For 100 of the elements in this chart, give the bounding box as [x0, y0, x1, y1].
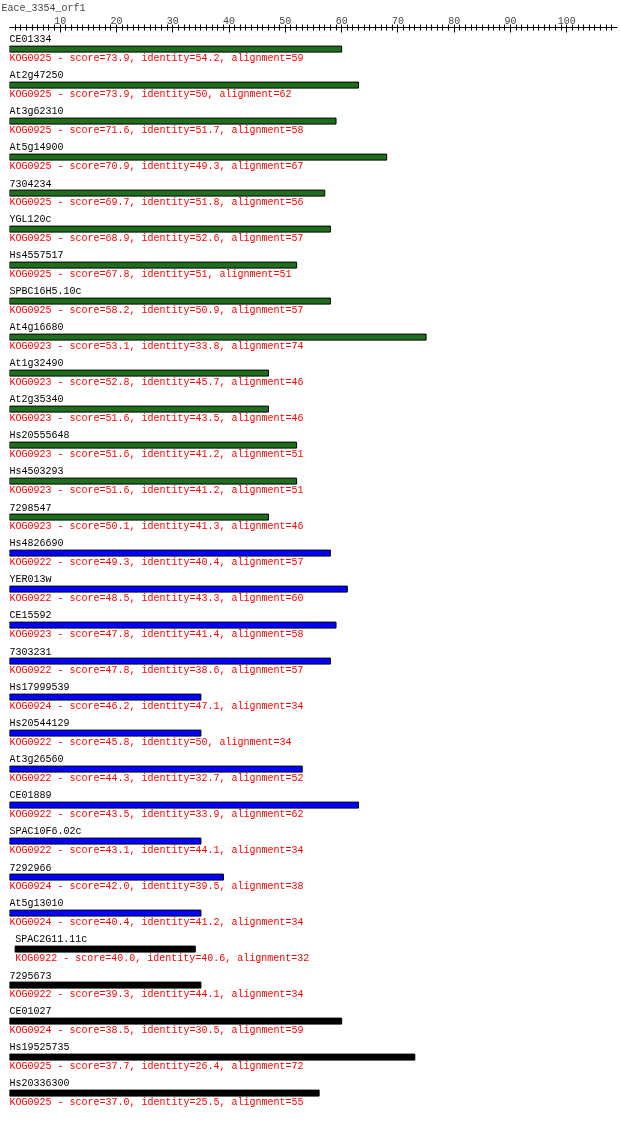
data-label: KOG0923 - score=51.6, identity=41.2, alignment=51: [9, 448, 304, 460]
x-tick-label: 80: [448, 15, 461, 27]
x-tick-label: 20: [110, 15, 123, 27]
data-label: KOG0922 - score=47.8, identity=38.6, alignment=57: [9, 664, 304, 676]
y-tick-label: At2g47250: [9, 69, 64, 81]
bar: [9, 369, 269, 377]
y-tick-label: Hs19525735: [9, 1041, 70, 1053]
data-label: KOG0925 - score=73.9, identity=50, alignment=62: [9, 88, 292, 100]
bar: [9, 441, 298, 449]
data-label: KOG0925 - score=37.7, identity=26.4, alignment=72: [9, 1060, 304, 1072]
data-label: KOG0925 - score=70.9, identity=49.3, alignment=67: [9, 160, 304, 172]
data-label: KOG0925 - score=71.6, identity=51.7, alignment=58: [9, 124, 304, 136]
data-label: KOG0922 - score=49.3, identity=40.4, alignment=57: [9, 556, 304, 568]
bar: [9, 693, 202, 701]
bar: [9, 153, 388, 161]
bar: [9, 333, 427, 341]
y-tick-label: SPBC16H5.10c: [9, 285, 82, 297]
bar: [9, 549, 331, 557]
bar: [9, 405, 269, 413]
bar: [9, 189, 326, 197]
bar: [9, 909, 202, 917]
y-tick-label: At2g35340: [9, 393, 64, 405]
y-tick-label: SPAC10F6.02c: [9, 825, 82, 837]
y-tick-label: 7304234: [9, 178, 52, 190]
y-tick-label: Hs20544129: [9, 717, 70, 729]
y-tick-label: Hs4826690: [9, 537, 64, 549]
data-label: KOG0924 - score=40.4, identity=41.2, alignment=34: [9, 916, 304, 928]
data-label: KOG0924 - score=42.0, identity=39.5, alignment=38: [9, 880, 304, 892]
y-tick-label: At4g16680: [9, 321, 64, 333]
data-label: KOG0925 - score=68.9, identity=52.6, alignment=57: [9, 232, 304, 244]
data-label: KOG0922 - score=44.3, identity=32.7, alignment=52: [9, 772, 304, 784]
y-tick-label: YGL120c: [9, 213, 52, 225]
bar: [9, 1017, 343, 1025]
bar: [9, 117, 337, 125]
y-tick-label: 7298547: [9, 502, 52, 514]
chart-title: Eace_3354_orf1: [1, 2, 86, 14]
bar: [14, 945, 196, 953]
bar: [9, 1053, 416, 1061]
y-tick-label: YER013w: [9, 573, 52, 585]
x-tick-label: 60: [335, 15, 348, 27]
x-tick-label: 30: [166, 15, 179, 27]
data-label: KOG0925 - score=73.9, identity=54.2, alignment=59: [9, 52, 304, 64]
bar: [9, 81, 360, 89]
bar: [9, 657, 331, 665]
data-label: KOG0924 - score=38.5, identity=30.5, alignment=59: [9, 1024, 304, 1036]
bar: [9, 45, 343, 53]
data-label: KOG0922 - score=43.1, identity=44.1, alignment=34: [9, 844, 304, 856]
bar: [9, 297, 331, 305]
x-tick-label: 100: [557, 15, 576, 27]
y-tick-label: At3g62310: [9, 105, 64, 117]
data-label: KOG0922 - score=39.3, identity=44.1, alignment=34: [9, 988, 304, 1000]
data-label: KOG0923 - score=47.8, identity=41.4, alignment=58: [9, 628, 304, 640]
bar: [9, 621, 337, 629]
data-label: KOG0925 - score=58.2, identity=50.9, alignment=57: [9, 304, 304, 316]
data-label: KOG0923 - score=53.1, identity=33.8, alignment=74: [9, 340, 304, 352]
x-tick-label: 50: [279, 15, 292, 27]
y-tick-label: SPAC2G11.11c: [15, 933, 88, 945]
y-tick-label: 7303231: [9, 646, 52, 658]
bar: [9, 261, 298, 269]
y-tick-label: Hs17999539: [9, 681, 70, 693]
data-label: KOG0923 - score=51.6, identity=43.5, alignment=46: [9, 412, 304, 424]
data-label: KOG0923 - score=51.6, identity=41.2, alignment=51: [9, 484, 304, 496]
data-label: KOG0922 - score=40.0, identity=40.6, alignment=32: [15, 952, 310, 964]
x-tick-label: 70: [391, 15, 404, 27]
bar: [9, 981, 202, 989]
bar: [9, 801, 360, 809]
data-label: KOG0925 - score=37.0, identity=25.5, alignment=55: [9, 1096, 304, 1108]
x-tick-label: 90: [504, 15, 517, 27]
data-label: KOG0925 - score=67.8, identity=51, alignment=51: [9, 268, 292, 280]
y-tick-label: Hs20336300: [9, 1077, 70, 1089]
y-tick-label: CE15592: [9, 609, 52, 621]
y-tick-label: Hs4557517: [9, 249, 64, 261]
bar: [9, 225, 331, 233]
y-tick-label: Hs4503293: [9, 465, 64, 477]
data-label: KOG0925 - score=69.7, identity=51.8, alignment=56: [9, 196, 304, 208]
data-label: KOG0922 - score=48.5, identity=43.3, alignment=60: [9, 592, 304, 604]
y-tick-label: CE01889: [9, 789, 52, 801]
bar: [9, 585, 348, 593]
data-label: KOG0922 - score=45.8, identity=50, alignment=34: [9, 736, 292, 748]
y-tick-label: At5g14900: [9, 141, 64, 153]
x-tick-label: 40: [223, 15, 236, 27]
y-tick-label: At3g26560: [9, 753, 64, 765]
bar: [9, 1089, 320, 1097]
x-tick-label: 10: [54, 15, 67, 27]
bar: [9, 729, 202, 737]
bar: [9, 873, 224, 881]
bar: [9, 477, 298, 485]
y-tick-label: 7295673: [9, 970, 52, 982]
y-tick-label: 7292966: [9, 862, 52, 874]
bar: [9, 837, 202, 845]
y-tick-label: CE01027: [9, 1005, 52, 1017]
y-tick-label: Hs20555648: [9, 429, 70, 441]
bar: [9, 765, 303, 773]
y-tick-label: At5g13010: [9, 897, 64, 909]
data-label: KOG0923 - score=50.1, identity=41.3, alignment=46: [9, 520, 304, 532]
data-label: KOG0923 - score=52.8, identity=45.7, alignment=46: [9, 376, 304, 388]
data-label: KOG0924 - score=46.2, identity=47.1, alignment=34: [9, 700, 304, 712]
y-tick-label: At1g32490: [9, 357, 64, 369]
y-tick-label: CE01334: [9, 33, 52, 45]
bar: [9, 513, 269, 521]
